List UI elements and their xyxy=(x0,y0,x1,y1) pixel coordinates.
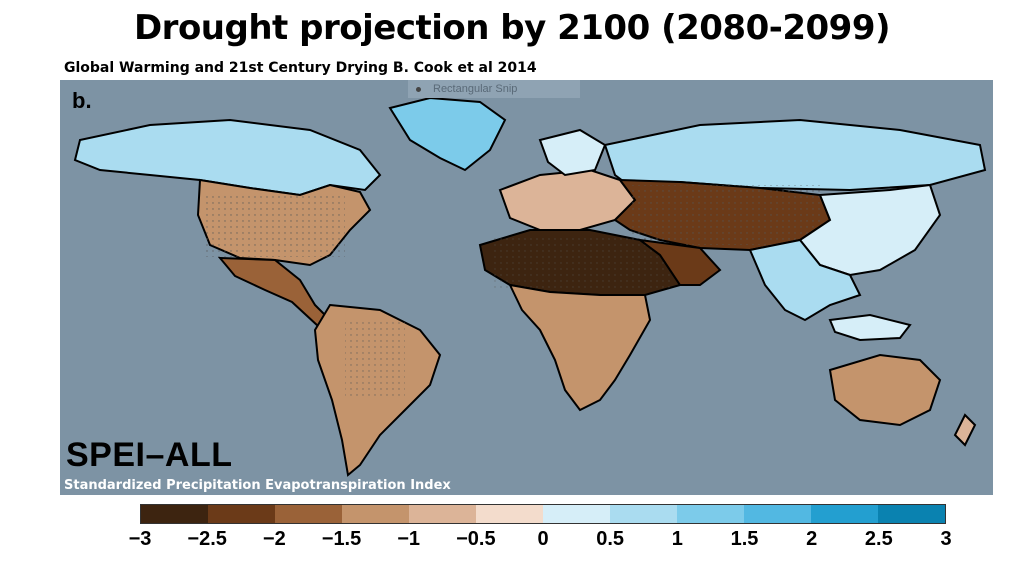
world-map: Rectangular Snip b. SPEI–ALL Standardize… xyxy=(60,80,993,495)
colorbar-tick-label: −2.5 xyxy=(187,528,227,550)
arabia xyxy=(636,238,722,286)
colorbar-segment xyxy=(476,505,543,523)
colorbar-segment xyxy=(208,505,275,523)
colorbar-tick-label: 2 xyxy=(806,528,818,550)
east-asia xyxy=(798,183,942,277)
colorbar-segment xyxy=(543,505,610,523)
indonesia xyxy=(828,313,912,342)
colorbar-segment xyxy=(811,505,878,523)
colorbar-tick-label: 0 xyxy=(537,528,549,550)
australia xyxy=(828,353,942,427)
map-title: Drought projection by 2100 (2080-2099) xyxy=(133,8,891,48)
colorbar-tick-label: −1.5 xyxy=(321,528,362,550)
colorbar-ticks: −3 −2.5 −2 −1.5 −1 −0.5 0 0.5 1 1.5 2 2.5 3 xyxy=(0,528,1024,558)
colorbar-tick-label: 1 xyxy=(671,528,683,550)
colorbar-segment xyxy=(677,505,744,523)
greenland xyxy=(388,96,507,172)
citation-subtitle: Global Warming and 21st Century Drying B… xyxy=(64,60,537,76)
usa-stippling xyxy=(205,192,345,257)
index-name: SPEI–ALL xyxy=(66,436,233,474)
colorbar-segment xyxy=(878,505,945,523)
south-asia xyxy=(748,238,862,322)
colorbar-tick-label: 2.5 xyxy=(864,528,893,550)
snip-dot-icon xyxy=(416,86,421,92)
colorbar-tick-label: −0.5 xyxy=(456,528,496,550)
colorbar-tick-label: 1.5 xyxy=(730,528,759,550)
south-africa xyxy=(508,283,652,412)
panel-label: b. xyxy=(72,88,92,113)
map-canvas xyxy=(60,80,993,495)
snip-overlay: Rectangular Snip xyxy=(408,80,580,98)
colorbar-segment xyxy=(141,505,208,523)
scandinavia xyxy=(538,128,607,177)
colorbar-tick-label: −2 xyxy=(262,528,286,550)
colorbar-segment xyxy=(610,505,677,523)
colorbar xyxy=(140,504,946,524)
south-america-stippling xyxy=(345,320,405,400)
sahara-stippling xyxy=(490,235,670,290)
colorbar-segment xyxy=(342,505,409,523)
colorbar-tick-label: −1 xyxy=(397,528,421,550)
colorbar-segment xyxy=(744,505,811,523)
colorbar-tick-label: −3 xyxy=(128,528,152,550)
new-zealand xyxy=(953,413,977,447)
colorbar-segment xyxy=(409,505,476,523)
index-full-name: Standardized Precipitation Evapotranspir… xyxy=(64,478,451,493)
colorbar-tick-label: 3 xyxy=(940,528,952,550)
colorbar-tick-label: 0.5 xyxy=(596,528,625,550)
colorbar-segment xyxy=(275,505,342,523)
snip-label: Rectangular Snip xyxy=(433,83,518,95)
